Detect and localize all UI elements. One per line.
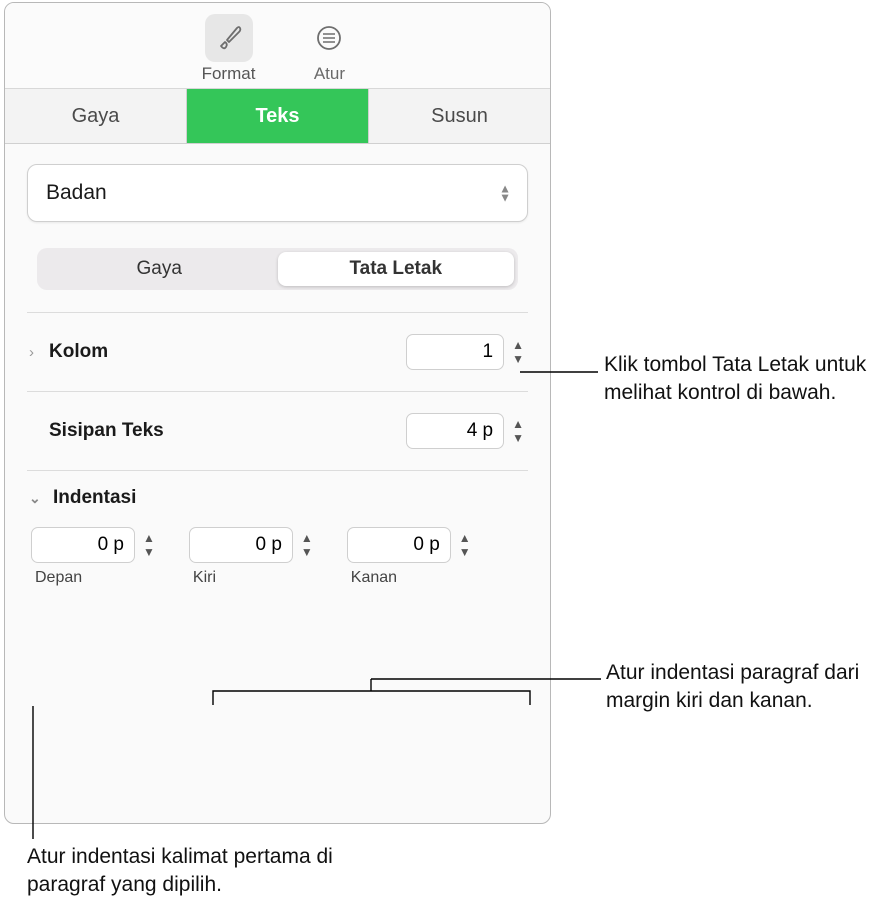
indent-first-col: ▲ ▼ Depan xyxy=(31,527,157,587)
text-inset-label: Sisipan Teks xyxy=(49,420,406,442)
list-icon xyxy=(305,14,353,62)
text-inset-stepper: ▲ ▼ xyxy=(406,413,526,449)
indent-right-up[interactable]: ▲ xyxy=(457,531,473,545)
arrange-tool[interactable]: Atur xyxy=(305,14,353,84)
indent-left-down[interactable]: ▼ xyxy=(299,545,315,559)
text-inset-input[interactable] xyxy=(406,413,504,449)
chevron-right-icon[interactable]: › xyxy=(29,344,49,361)
columns-input[interactable] xyxy=(406,334,504,370)
tab-style[interactable]: Gaya xyxy=(5,89,187,143)
callout-firstline: Atur indentasi kalimat pertama di paragr… xyxy=(27,843,387,900)
indent-right-down[interactable]: ▼ xyxy=(457,545,473,559)
indent-right-input[interactable] xyxy=(347,527,451,563)
text-subtabs: Gaya Tata Letak xyxy=(37,248,518,290)
chevron-updown-icon: ▲▼ xyxy=(499,185,511,202)
inspector-tabs: Gaya Teks Susun xyxy=(5,89,550,144)
toolbar: Format Atur xyxy=(5,3,550,89)
indent-first-label: Depan xyxy=(31,569,157,587)
indent-right-col: ▲ ▼ Kanan xyxy=(347,527,473,587)
indent-right-label: Kanan xyxy=(347,569,473,587)
tab-text[interactable]: Teks xyxy=(187,89,369,143)
subtab-style[interactable]: Gaya xyxy=(41,252,278,286)
indent-first-input[interactable] xyxy=(31,527,135,563)
tab-arrange[interactable]: Susun xyxy=(369,89,550,143)
columns-stepper: ▲ ▼ xyxy=(406,334,526,370)
paragraph-style-dropdown[interactable]: Badan ▲▼ xyxy=(27,164,528,222)
indent-left-col: ▲ ▼ Kiri xyxy=(189,527,315,587)
paintbrush-icon xyxy=(205,14,253,62)
callout-margins: Atur indentasi paragraf dari margin kiri… xyxy=(606,659,881,716)
indent-first-up[interactable]: ▲ xyxy=(141,531,157,545)
indent-left-label: Kiri xyxy=(189,569,315,587)
text-inset-step-down[interactable]: ▼ xyxy=(510,431,526,445)
columns-row: › Kolom ▲ ▼ xyxy=(27,313,528,391)
callout-layout: Klik tombol Tata Letak untuk melihat kon… xyxy=(604,351,874,408)
indent-controls: ▲ ▼ Depan ▲ ▼ Kiri xyxy=(27,525,528,587)
indent-label: Indentasi xyxy=(53,487,136,509)
paragraph-style-value: Badan xyxy=(46,181,107,205)
format-label: Format xyxy=(202,64,256,84)
indent-left-input[interactable] xyxy=(189,527,293,563)
arrange-label: Atur xyxy=(314,64,345,84)
columns-label: Kolom xyxy=(49,341,406,363)
indent-header[interactable]: ⌄ Indentasi xyxy=(27,471,528,525)
format-tool[interactable]: Format xyxy=(202,14,256,84)
text-inset-step-up[interactable]: ▲ xyxy=(510,417,526,431)
columns-step-up[interactable]: ▲ xyxy=(510,338,526,352)
inspector-panel: Format Atur Gaya Teks Susun Badan ▲▼ xyxy=(4,2,551,824)
subtab-layout[interactable]: Tata Letak xyxy=(278,252,515,286)
text-inset-row: Sisipan Teks ▲ ▼ xyxy=(27,392,528,470)
columns-step-down[interactable]: ▼ xyxy=(510,352,526,366)
indent-first-down[interactable]: ▼ xyxy=(141,545,157,559)
chevron-down-icon: ⌄ xyxy=(29,490,53,507)
indent-left-up[interactable]: ▲ xyxy=(299,531,315,545)
inspector-body: Badan ▲▼ Gaya Tata Letak › Kolom ▲ ▼ xyxy=(5,144,550,597)
